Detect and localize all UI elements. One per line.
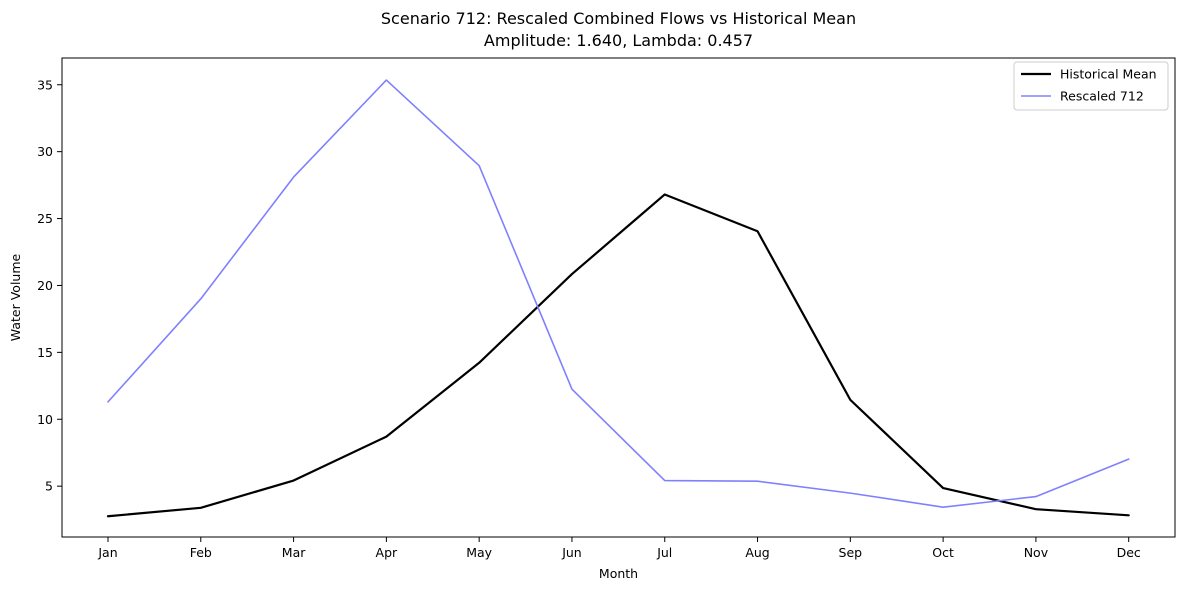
y-tick-label-5: 5 [45,479,53,494]
chart-subtitle: Amplitude: 1.640, Lambda: 0.457 [484,31,753,50]
x-tick-label-dec: Dec [1117,545,1141,560]
series-layer [106,79,1130,518]
x-tick-label-oct: Oct [932,545,954,560]
x-tick-label-jul: Jul [656,545,672,560]
x-axis-ticks: Jan Feb Mar Apr May Jun Jul Aug Sep Oct Nov Dec [97,537,1141,560]
legend-box [1013,61,1169,111]
x-axis-label: Month [599,566,638,581]
x-tick-label-feb: Feb [190,545,212,560]
legend-label-rescaled-712: Rescaled 712 [1060,89,1144,104]
y-tick-label-30: 30 [37,144,53,159]
x-tick-label-aug: Aug [745,545,769,560]
x-tick-label-may: May [466,545,492,560]
x-tick-label-jun: Jun [561,545,582,560]
y-tick-label-10: 10 [37,412,53,427]
y-tick-label-20: 20 [37,278,53,293]
legend: Historical Mean Rescaled 712 [1013,61,1169,111]
x-tick-label-apr: Apr [376,545,398,560]
series-line-rescaled-712 [107,79,1130,508]
y-tick-label-35: 35 [37,77,53,92]
y-tick-label-15: 15 [37,345,53,360]
x-tick-label-nov: Nov [1024,545,1049,560]
x-tick-label-sep: Sep [839,545,863,560]
y-tick-label-25: 25 [37,211,53,226]
legend-label-historical-mean: Historical Mean [1060,67,1157,82]
y-axis-label: Water Volume [8,253,23,341]
chart-title: Scenario 712: Rescaled Combined Flows vs… [381,9,856,28]
x-tick-label-mar: Mar [282,545,306,560]
x-tick-label-jan: Jan [97,545,117,560]
series-line-historical-mean [106,193,1130,518]
plot-frame [61,57,1176,538]
y-axis-ticks: 5 10 15 20 25 30 35 [37,77,62,494]
